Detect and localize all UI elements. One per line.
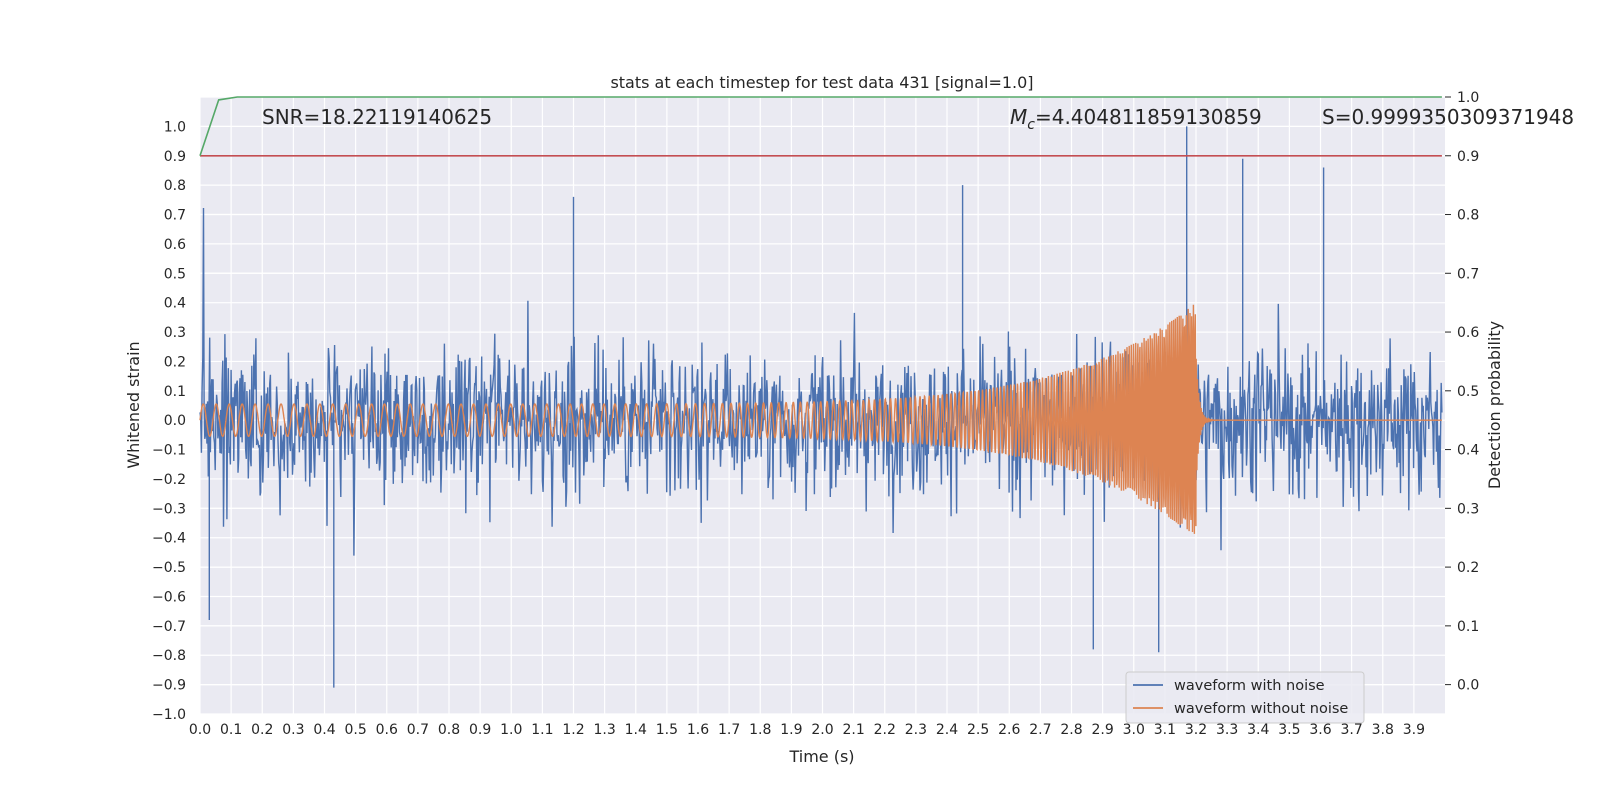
x-tick-label: 2.0 (811, 722, 833, 738)
x-tick-label: 1.8 (749, 722, 771, 738)
x-tick-label: 3.2 (1185, 722, 1207, 738)
score-annotation: S=0.9999350309371948 (1322, 105, 1574, 129)
y2-tick-label: 0.9 (1457, 149, 1479, 165)
y-tick-label: 0.3 (164, 325, 186, 341)
chirp-mass-value: =4.404811859130859 (1035, 105, 1262, 129)
y-tick-label: 0.6 (164, 237, 186, 253)
x-tick-label: 0.8 (438, 722, 460, 738)
x-tick-label: 0.9 (469, 722, 491, 738)
x-tick-label: 3.3 (1216, 722, 1238, 738)
x-tick-label: 1.1 (531, 722, 553, 738)
series-layer (199, 96, 1443, 688)
x-tick-label: 0.2 (251, 722, 273, 738)
chirp-mass-symbol: M (1010, 105, 1027, 129)
legend-box (1125, 671, 1365, 724)
y-tick-label: −0.1 (152, 443, 186, 459)
y2-tick-label: 0.0 (1457, 678, 1479, 694)
y2-axis-label: Detection probability (1485, 321, 1504, 489)
x-tick-label: 2.2 (874, 722, 896, 738)
y-tick-label: 0.9 (164, 149, 186, 165)
x-tick-label: 1.4 (625, 722, 647, 738)
y-tick-label: −0.3 (152, 501, 186, 517)
y-tick-label: −0.9 (152, 678, 186, 694)
y2-tick-label: 0.3 (1457, 501, 1479, 517)
chirp-mass-subscript: c (1027, 117, 1035, 133)
x-tick-label: 0.7 (407, 722, 429, 738)
legend-label-noisy: waveform with noise (1174, 678, 1325, 694)
y2-tick-label: 0.6 (1457, 325, 1479, 341)
y-tick-label: 0.7 (164, 208, 186, 224)
x-tick-label: 0.5 (344, 722, 366, 738)
ticks: 0.0 0.1 0.2 0.3 0.4 0.5 0.6 0.7 0.8 0.9 1.0 1.1 1.2 1… (152, 90, 1479, 738)
y-tick-label: 0.4 (164, 296, 186, 312)
x-tick-label: 1.5 (656, 722, 678, 738)
x-tick-label: 0.1 (220, 722, 242, 738)
legend: waveform with noise waveform without noi… (1125, 671, 1365, 724)
x-axis-label: Time (s) (788, 747, 854, 766)
y2-tick-label: 0.1 (1457, 619, 1479, 635)
x-tick-label: 0.3 (282, 722, 304, 738)
legend-label-clean: waveform without noise (1174, 701, 1348, 717)
x-tick-label: 1.9 (780, 722, 802, 738)
y2-tick-label: 0.7 (1457, 266, 1479, 282)
x-tick-label: 3.6 (1309, 722, 1331, 738)
x-tick-label: 0.0 (189, 722, 211, 738)
series-waveform-with-noise (199, 126, 1443, 688)
x-tick-label: 2.3 (905, 722, 927, 738)
y2-tick-label: 0.4 (1457, 443, 1479, 459)
chirp-mass-annotation: Mc=4.404811859130859 (1010, 105, 1262, 133)
x-tick-label: 1.3 (593, 722, 615, 738)
y-tick-label: −0.7 (152, 619, 186, 635)
y-tick-label: 0.1 (164, 384, 186, 400)
x-tick-label: 3.0 (1123, 722, 1145, 738)
x-tick-label: 3.5 (1278, 722, 1300, 738)
y-tick-label: −0.4 (152, 531, 186, 547)
x-tick-label: 2.8 (1060, 722, 1082, 738)
x-tick-label: 0.6 (376, 722, 398, 738)
x-tick-label: 2.7 (1029, 722, 1051, 738)
x-tick-label: 1.0 (500, 722, 522, 738)
x-tick-label: 1.7 (718, 722, 740, 738)
y-axis-label: Whitened strain (124, 341, 143, 468)
y2-tick-label: 0.5 (1457, 384, 1479, 400)
chart-title: stats at each timestep for test data 431… (610, 73, 1033, 92)
y-tick-label: 0.5 (164, 266, 186, 282)
y-tick-label: 0.0 (164, 413, 186, 429)
y-tick-label: −1.0 (152, 707, 186, 723)
y-tick-label: −0.6 (152, 589, 186, 605)
x-tick-label: 1.2 (562, 722, 584, 738)
x-tick-label: 2.6 (998, 722, 1020, 738)
y-tick-label: −0.5 (152, 560, 186, 576)
x-tick-label: 3.1 (1154, 722, 1176, 738)
x-tick-label: 1.6 (687, 722, 709, 738)
x-tick-label: 3.8 (1372, 722, 1394, 738)
series-waveform-without-noise (199, 304, 1442, 534)
y2-tick-label: 0.2 (1457, 560, 1479, 576)
y-tick-label: 1.0 (164, 119, 186, 135)
x-tick-label: 3.9 (1403, 722, 1425, 738)
x-tick-label: 3.7 (1340, 722, 1362, 738)
x-tick-label: 2.9 (1091, 722, 1113, 738)
y-tick-label: −0.8 (152, 648, 186, 664)
x-tick-label: 2.5 (967, 722, 989, 738)
y-tick-label: −0.2 (152, 472, 186, 488)
x-tick-label: 2.1 (842, 722, 864, 738)
x-tick-label: 3.4 (1247, 722, 1269, 738)
y-tick-label: 0.8 (164, 178, 186, 194)
x-tick-label: 2.4 (936, 722, 958, 738)
x-tick-label: 0.4 (313, 722, 335, 738)
y2-tick-label: 0.8 (1457, 208, 1479, 224)
y2-tick-label: 1.0 (1457, 90, 1479, 106)
y-tick-label: 0.2 (164, 354, 186, 370)
series-detection-probability (199, 96, 1442, 157)
snr-annotation: SNR=18.22119140625 (262, 105, 492, 129)
